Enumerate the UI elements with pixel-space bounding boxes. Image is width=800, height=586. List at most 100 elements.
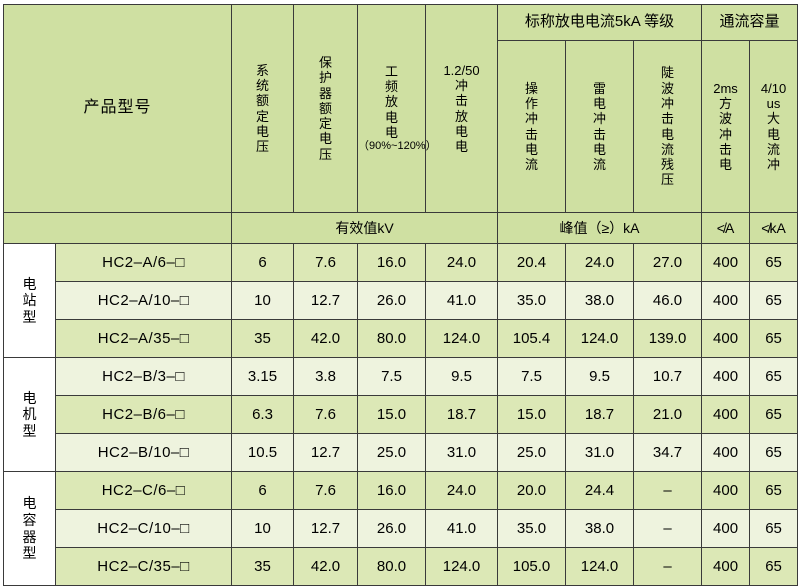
cell-power-freq-discharge-voltage: 80.0 (357, 547, 427, 586)
group-label-motor-type-text: 电 机 型 (22, 389, 37, 439)
cell-steep-residual: 139.0 (633, 319, 703, 358)
cell-lightning-residual: 31.0 (565, 433, 635, 472)
table-row: 电 容 器 型 HC2–C/6–□ 6 7.6 16.0 24.0 20.0 2… (3, 471, 799, 586)
cell-2ms-square-wave: 400 (701, 357, 751, 396)
model-name: HC2–B/6–□ (54, 395, 233, 434)
cell-system-rated-voltage: 6.3 (231, 395, 295, 434)
cell-lightning-residual: 24.4 (565, 471, 635, 510)
header-power-frequency-discharge-voltage: 工 频 放 电 电 （90%~120%） (357, 4, 437, 213)
model-name: HC2–B/10–□ (54, 433, 233, 472)
cell-steep-residual: – (633, 471, 703, 510)
cell-system-rated-voltage: 6 (231, 471, 295, 510)
header-units-row: 有效值kV 峰值（≥）kA ≮A ≮kA (2, 212, 799, 244)
cell-2ms-square-wave: 400 (701, 547, 751, 586)
header-subcolumn-row: 操 作 冲 击 电 流 雷 电 冲 击 电 流 (4, 40, 799, 213)
header-2ms-square-wave-current: 2ms 方 波 冲 击 电 (701, 40, 751, 213)
cell-protector-rated-voltage: 42.0 (293, 547, 359, 586)
units-rms-kv: 有效值kV (231, 212, 499, 244)
group-label-substation-type-text: 电 站 型 (22, 275, 37, 325)
cell-power-freq-discharge-voltage: 25.0 (357, 433, 427, 472)
cell-protector-rated-voltage: 12.7 (293, 509, 359, 548)
cell-410us-current: 65 (749, 547, 799, 586)
cell-protector-rated-voltage: 7.6 (293, 471, 359, 510)
header-group-row: 产品型号 系 统 额 定 电 压 保 护 器 (2, 4, 799, 213)
cell-system-rated-voltage: 10.5 (231, 433, 295, 472)
model-name: HC2–C/10–□ (54, 509, 233, 548)
cell-switching-residual: 105.4 (497, 319, 567, 358)
cell-protector-rated-voltage: 12.7 (293, 281, 359, 320)
cell-410us-current: 65 (749, 357, 799, 396)
cell-switching-residual: 15.0 (497, 395, 567, 434)
cell-2ms-square-wave: 400 (701, 433, 751, 472)
cell-switching-residual: 20.4 (497, 243, 567, 282)
cell-impulse-discharge-voltage: 31.0 (425, 433, 499, 472)
cell-410us-current: 65 (749, 433, 799, 472)
cell-steep-residual: – (633, 547, 703, 586)
specification-table: 产品型号 系 统 额 定 电 压 保 护 器 (2, 4, 799, 586)
group-label-capacitor-type: 电 容 器 型 (3, 471, 56, 586)
cell-steep-residual: 10.7 (633, 357, 703, 396)
cell-power-freq-discharge-voltage: 16.0 (357, 243, 427, 282)
header-410us-high-current-impulse: 4/10 us 大 电 流 冲 (749, 40, 799, 213)
table-row: HC2–C/10–□ 10 12.7 26.0 41.0 35.0 38.0 –… (4, 509, 799, 548)
header-power-frequency-discharge-voltage-text: 工 频 放 电 电 （90%~120%） (358, 63, 437, 153)
group-label-motor-type: 电 机 型 (3, 357, 56, 472)
cell-impulse-discharge-voltage: 18.7 (425, 395, 499, 434)
cell-410us-current: 65 (749, 281, 799, 320)
cell-system-rated-voltage: 3.15 (231, 357, 295, 396)
model-name: HC2–C/35–□ (54, 547, 233, 586)
units-ka: ≮kA (749, 212, 799, 244)
units-peak-ka: 峰值（≥）kA (497, 212, 703, 244)
header-lightning-impulse-residual-voltage: 雷 电 冲 击 电 流 (565, 40, 635, 213)
cell-impulse-discharge-voltage: 124.0 (425, 319, 499, 358)
table-row: 电 站 型 HC2–A/6–□ 6 7.6 16.0 24.0 20.4 24.… (3, 243, 799, 358)
cell-switching-residual: 25.0 (497, 433, 567, 472)
cell-system-rated-voltage: 35 (231, 547, 295, 586)
cell-protector-rated-voltage: 3.8 (293, 357, 359, 396)
cell-impulse-discharge-voltage: 124.0 (425, 547, 499, 586)
table-row: HC2–B/6–□ 6.3 7.6 15.0 18.7 15.0 18.7 21… (4, 395, 799, 434)
header-410us-high-current-impulse-text: 4/10 us 大 电 流 冲 (760, 80, 787, 173)
cell-protector-rated-voltage: 7.6 (293, 243, 359, 282)
cell-protector-rated-voltage: 12.7 (293, 433, 359, 472)
cell-impulse-discharge-voltage: 24.0 (425, 243, 499, 282)
header-impulse-discharge-voltage: 1.2/50 冲 击 放 电 电 (425, 4, 499, 213)
model-name: HC2–A/10–□ (54, 281, 233, 320)
header-group-nominal-discharge: 标称放电电流5kA 等级 (497, 4, 703, 41)
model-name: HC2–A/6–□ (54, 243, 233, 282)
table-row: HC2–A/10–□ 10 12.7 26.0 41.0 35.0 38.0 4… (4, 281, 799, 320)
table-row: 电 机 型 HC2–B/3–□ 3.15 3.8 7.5 9.5 7.5 9.5… (3, 357, 799, 472)
header-impulse-discharge-voltage-text: 1.2/50 冲 击 放 电 电 (443, 62, 480, 155)
cell-410us-current: 65 (749, 243, 799, 282)
header-2ms-square-wave-current-text: 2ms 方 波 冲 击 电 (713, 80, 738, 173)
cell-system-rated-voltage: 10 (231, 281, 295, 320)
header-switching-impulse-residual-voltage: 操 作 冲 击 电 流 (497, 40, 567, 213)
cell-switching-residual: 35.0 (497, 281, 567, 320)
group-label-capacitor-type-text: 电 容 器 型 (22, 495, 37, 562)
cell-power-freq-discharge-voltage: 80.0 (357, 319, 427, 358)
cell-steep-residual: 21.0 (633, 395, 703, 434)
header-switching-impulse-residual-voltage-text: 操 作 冲 击 电 流 (525, 80, 539, 173)
cell-lightning-residual: 124.0 (565, 547, 635, 586)
cell-410us-current: 65 (749, 509, 799, 548)
cell-switching-residual: 20.0 (497, 471, 567, 510)
cell-lightning-residual: 38.0 (565, 281, 635, 320)
header-group-flow-capacity: 通流容量 (701, 4, 799, 41)
cell-2ms-square-wave: 400 (701, 243, 751, 282)
table-row: HC2–B/10–□ 10.5 12.7 25.0 31.0 25.0 31.0… (4, 433, 799, 472)
cell-protector-rated-voltage: 42.0 (293, 319, 359, 358)
cell-protector-rated-voltage: 7.6 (293, 395, 359, 434)
cell-410us-current: 65 (749, 471, 799, 510)
model-name: HC2–B/3–□ (54, 357, 233, 396)
header-lightning-impulse-residual-voltage-text: 雷 电 冲 击 电 流 (593, 80, 607, 173)
cell-impulse-discharge-voltage: 9.5 (425, 357, 499, 396)
model-name: HC2–C/6–□ (54, 471, 233, 510)
model-name: HC2–A/35–□ (54, 319, 233, 358)
cell-lightning-residual: 24.0 (565, 243, 635, 282)
units-a: ≮A (701, 212, 751, 244)
cell-410us-current: 65 (749, 395, 799, 434)
cell-switching-residual: 35.0 (497, 509, 567, 548)
table-row: HC2–A/35–□ 35 42.0 80.0 124.0 105.4 124.… (4, 319, 799, 358)
header-protector-rated-voltage: 保 护 器 额 定 电 压 (293, 4, 359, 213)
cell-power-freq-discharge-voltage: 26.0 (357, 509, 427, 548)
